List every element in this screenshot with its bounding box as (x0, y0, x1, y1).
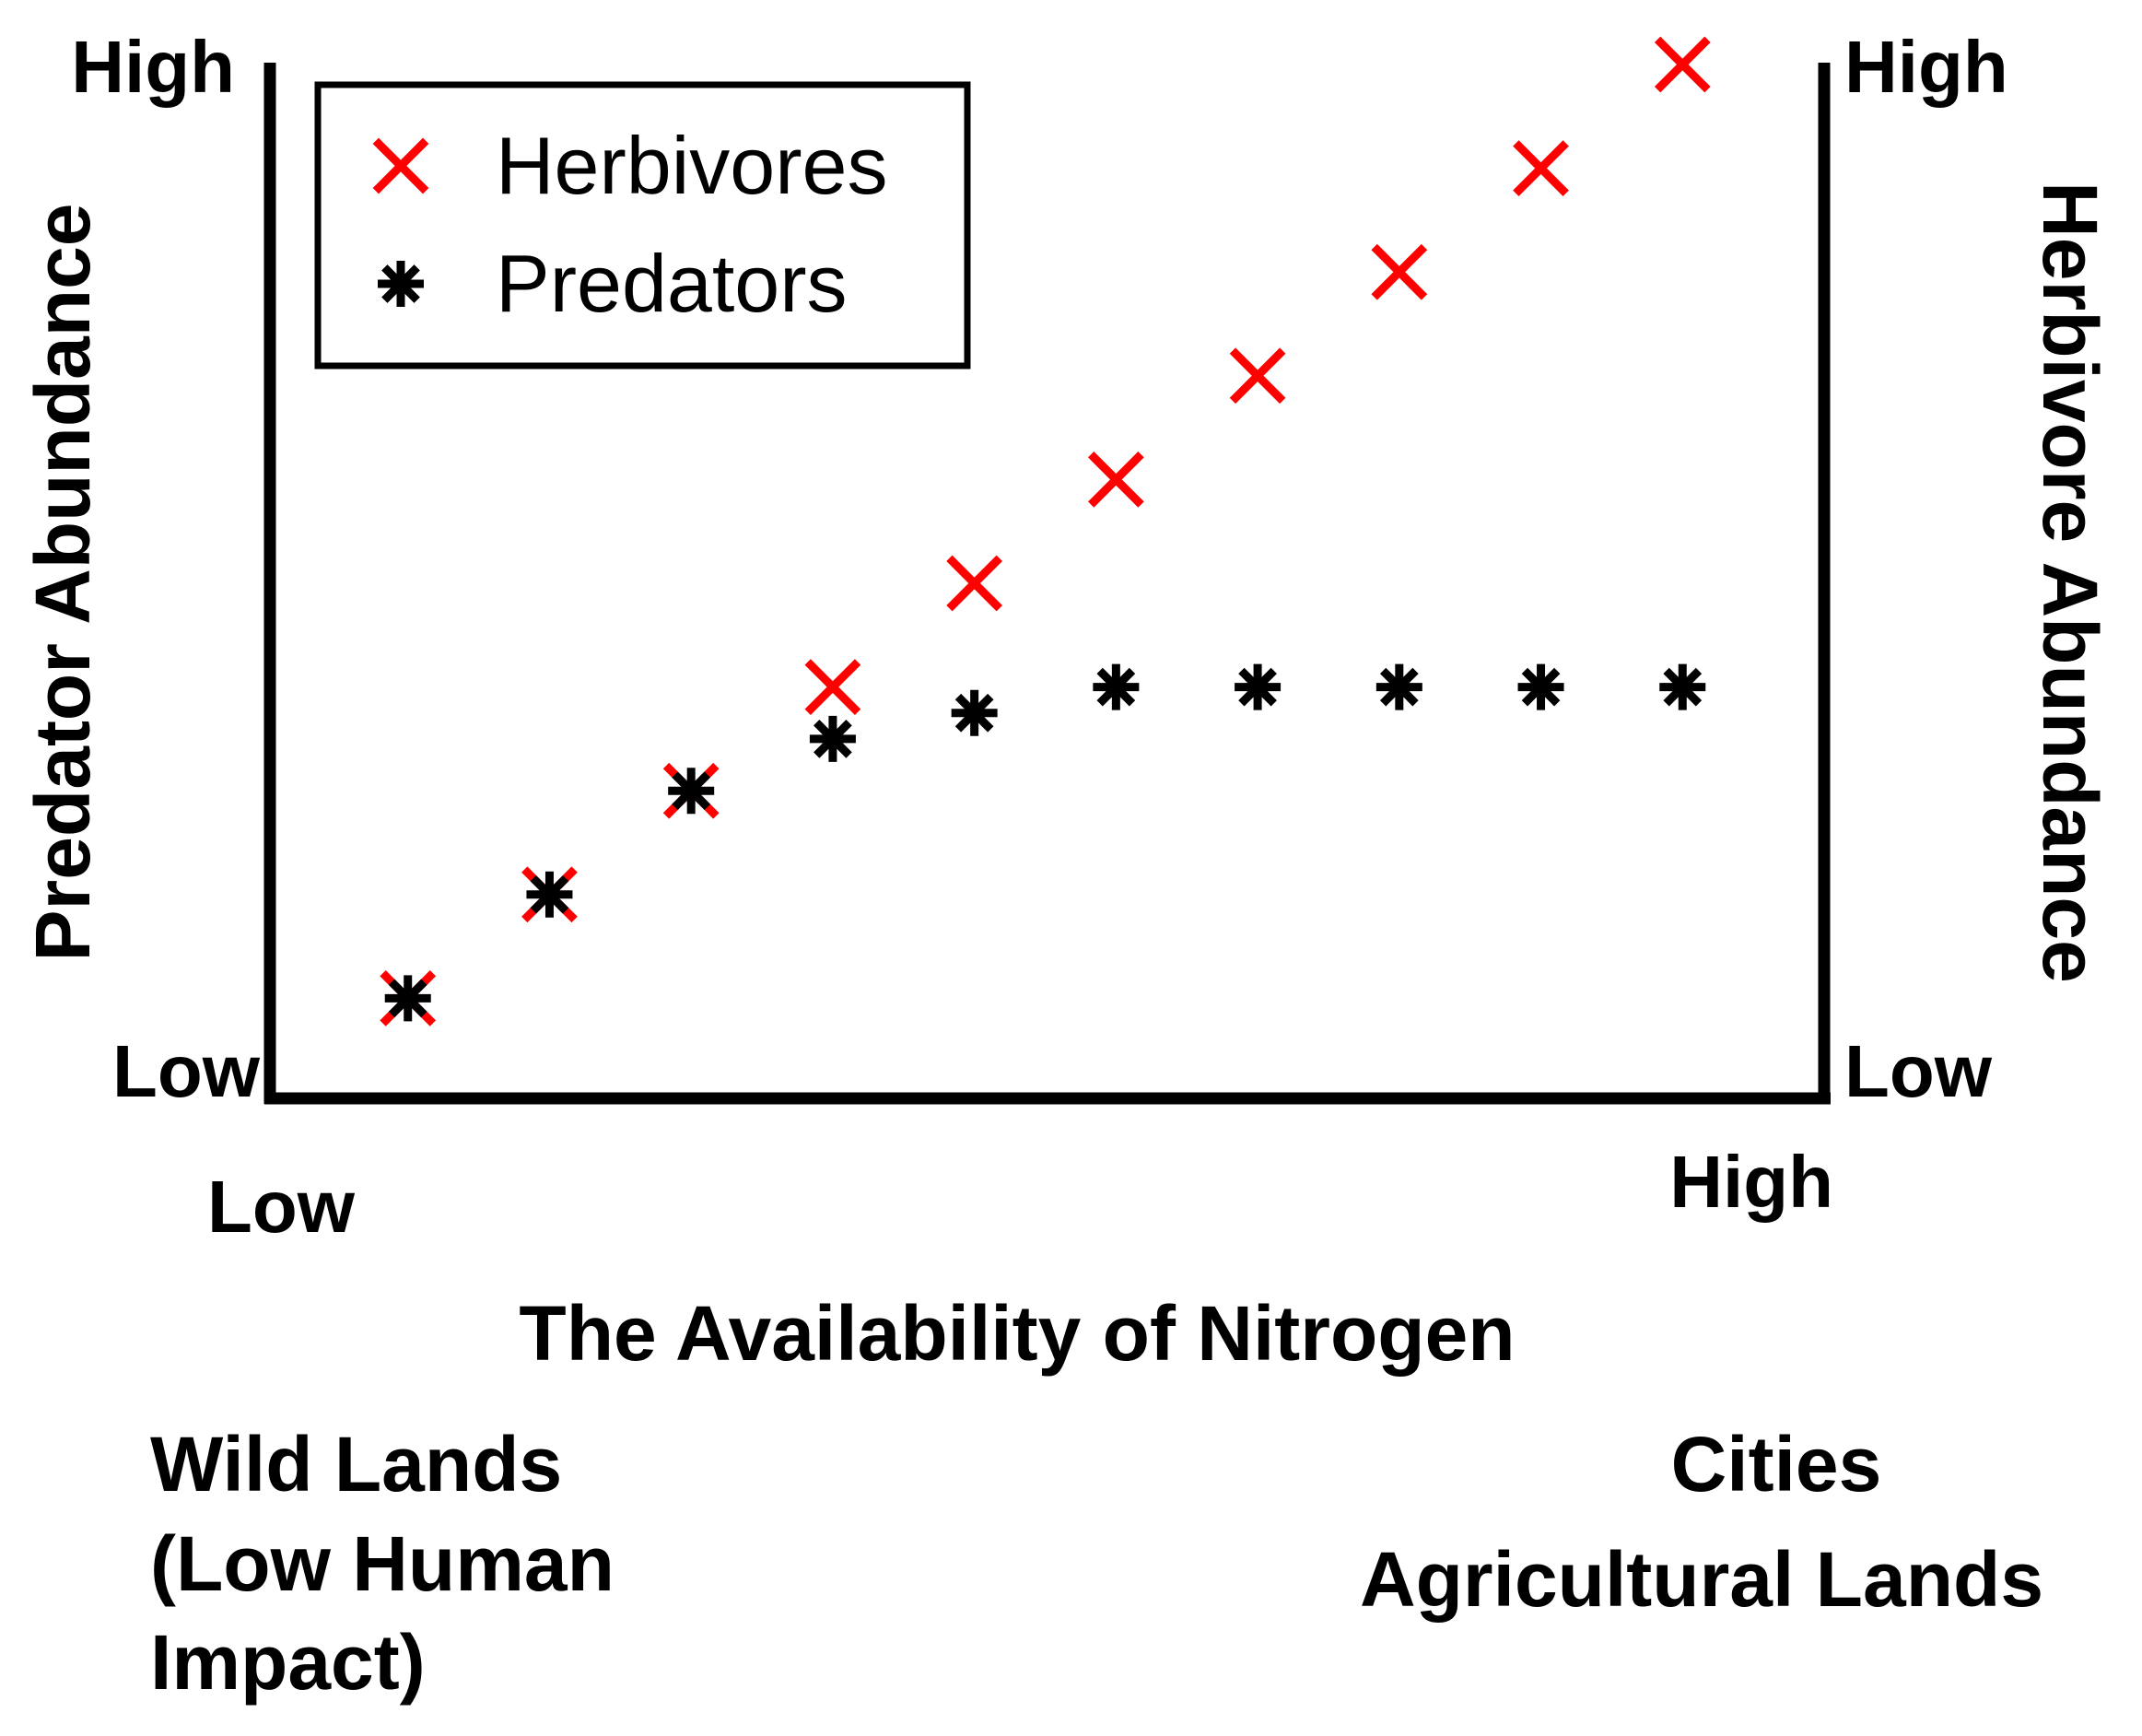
legend-label-predators: Predators (496, 238, 848, 329)
x-tick-high: High (1669, 1141, 1833, 1223)
herbivore-point-9 (1513, 140, 1569, 196)
y-axis-title-right: Herbivore Abundance (2027, 182, 2113, 983)
herbivore-point-4 (804, 659, 861, 715)
predator-point-2 (526, 871, 573, 918)
herbivore-point-6 (1087, 452, 1144, 508)
predator-point-1 (384, 975, 431, 1022)
legend-label-herbivores: Herbivores (496, 120, 887, 211)
left-y-tick-high: High (71, 26, 235, 108)
legend-marker-herbivores (372, 137, 429, 194)
predator-point-7 (1235, 663, 1282, 710)
annotation-wild-lands: Wild Lands (150, 1421, 562, 1507)
series-predators (384, 663, 1706, 1022)
herbivore-point-10 (1654, 36, 1711, 93)
x-tick-low: Low (207, 1166, 356, 1248)
legend-x-symbol (372, 137, 429, 194)
annotation-impact: Impact) (150, 1619, 426, 1706)
annotation-cities: Cities (1671, 1421, 1882, 1507)
legend-asterisk-symbol (378, 261, 424, 307)
legend-box (314, 81, 971, 369)
x-axis-title: The Availability of Nitrogen (519, 1290, 1515, 1377)
predator-point-3 (668, 768, 715, 815)
herbivore-point-8 (1371, 243, 1428, 300)
predator-point-8 (1375, 663, 1422, 710)
predator-point-6 (1093, 663, 1140, 710)
predator-point-9 (1517, 663, 1564, 710)
annotation-low-human: (Low Human (150, 1520, 615, 1607)
annotation-agricultural-lands: Agricultural Lands (1360, 1536, 2043, 1623)
herbivore-point-5 (946, 555, 1003, 612)
left-y-tick-low: Low (112, 1030, 261, 1112)
right-y-tick-high: High (1844, 26, 2008, 108)
right-y-tick-low: Low (1844, 1030, 1993, 1112)
predator-point-4 (809, 715, 856, 762)
herbivore-point-7 (1229, 347, 1286, 405)
legend-marker-predators (378, 261, 424, 307)
predator-point-10 (1659, 663, 1706, 710)
y-axis-title-left: Predator Abundance (19, 203, 106, 961)
predator-point-5 (951, 689, 998, 736)
